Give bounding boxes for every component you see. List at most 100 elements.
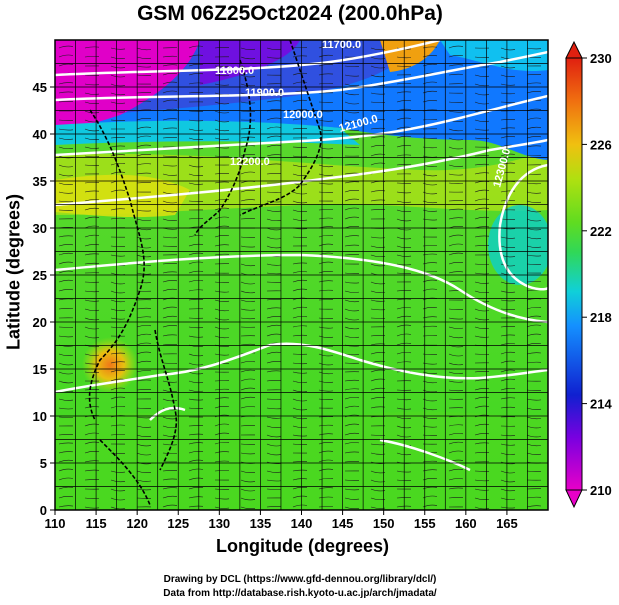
streamline bbox=[84, 414, 100, 418]
streamline bbox=[136, 117, 152, 121]
streamline bbox=[474, 181, 490, 184]
streamline bbox=[110, 254, 126, 257]
streamline bbox=[526, 398, 542, 401]
streamline bbox=[318, 217, 334, 220]
credit-data: Data from http://database.rish.kyoto-u.a… bbox=[163, 588, 437, 599]
streamline bbox=[188, 380, 204, 384]
streamline bbox=[162, 55, 178, 58]
streamline bbox=[214, 244, 230, 247]
streamline bbox=[318, 54, 334, 58]
streamline bbox=[422, 118, 438, 121]
streamline bbox=[58, 496, 74, 499]
cyan-band bbox=[55, 120, 360, 145]
streamline bbox=[162, 306, 178, 310]
streamline bbox=[474, 335, 490, 338]
streamline bbox=[110, 83, 126, 87]
streamline bbox=[188, 235, 204, 238]
contour-line-8 bbox=[149, 406, 186, 421]
streamline bbox=[214, 397, 230, 400]
streamline bbox=[162, 315, 178, 319]
streamline bbox=[422, 182, 438, 186]
streamline bbox=[448, 441, 464, 445]
streamline bbox=[422, 46, 438, 49]
streamline bbox=[58, 270, 74, 274]
streamline bbox=[292, 81, 308, 85]
streamline bbox=[474, 308, 490, 312]
streamline bbox=[136, 100, 152, 103]
streamline bbox=[448, 371, 464, 374]
streamline bbox=[162, 182, 178, 186]
streamline bbox=[448, 226, 464, 229]
contour-label-3: 11900.0 bbox=[245, 87, 284, 99]
streamline bbox=[422, 81, 438, 85]
streamline bbox=[84, 128, 100, 132]
streamline bbox=[58, 434, 74, 436]
streamline bbox=[344, 461, 360, 463]
streamline bbox=[500, 236, 516, 239]
streamline bbox=[318, 173, 334, 176]
streamline bbox=[500, 343, 516, 346]
streamline bbox=[526, 343, 542, 346]
streamline bbox=[422, 486, 438, 490]
streamline bbox=[214, 225, 230, 229]
streamline bbox=[110, 162, 126, 166]
streamline bbox=[292, 271, 308, 274]
contour-label-1: 11700.0 bbox=[322, 39, 361, 51]
streamline bbox=[136, 74, 152, 76]
cyan-patch-east bbox=[488, 205, 548, 285]
contour-line-1 bbox=[55, 40, 441, 77]
streamline bbox=[188, 164, 204, 168]
streamline bbox=[188, 468, 204, 472]
streamline bbox=[500, 397, 516, 400]
streamline bbox=[214, 216, 230, 220]
streamline bbox=[474, 119, 490, 122]
colorbar-ticks: 210 214 218 222 226 230 bbox=[582, 51, 612, 498]
streamline bbox=[162, 325, 178, 328]
streamline bbox=[162, 262, 178, 265]
streamline bbox=[110, 101, 126, 104]
streamline bbox=[422, 245, 438, 247]
coastline-philippines bbox=[154, 329, 178, 471]
streamline bbox=[448, 271, 464, 274]
streamline bbox=[84, 460, 100, 463]
streamline bbox=[526, 182, 542, 185]
colorbar-tick-label: 222 bbox=[590, 224, 612, 239]
streamline bbox=[500, 326, 516, 328]
streamline bbox=[162, 81, 178, 85]
streamline bbox=[422, 90, 438, 94]
streamline bbox=[474, 56, 490, 58]
streamline bbox=[84, 225, 100, 229]
streamline bbox=[318, 261, 334, 265]
streamline bbox=[292, 118, 308, 121]
y-tick-label: 10 bbox=[33, 409, 47, 424]
purple-patch bbox=[200, 40, 300, 85]
streamline bbox=[448, 335, 464, 339]
streamline bbox=[422, 362, 438, 365]
streamline bbox=[266, 173, 282, 175]
streamline bbox=[188, 487, 204, 490]
streamline bbox=[526, 245, 542, 248]
streamline bbox=[84, 146, 100, 149]
streamline bbox=[292, 486, 308, 490]
streamline bbox=[448, 146, 464, 150]
streamline bbox=[110, 370, 126, 373]
streamline bbox=[448, 362, 464, 366]
streamline bbox=[58, 164, 74, 168]
streamline bbox=[136, 452, 152, 456]
streamline bbox=[422, 262, 438, 265]
x-tick-label: 125 bbox=[167, 516, 189, 531]
streamline bbox=[500, 360, 516, 364]
streamline bbox=[84, 317, 100, 321]
streamline bbox=[240, 425, 256, 427]
streamline bbox=[240, 56, 256, 60]
streamline bbox=[58, 505, 74, 508]
streamline bbox=[344, 488, 360, 491]
streamline bbox=[240, 281, 256, 285]
streamline bbox=[136, 351, 152, 355]
streamline bbox=[84, 299, 100, 302]
streamline bbox=[84, 199, 100, 202]
streamline bbox=[500, 92, 516, 95]
streamline bbox=[266, 117, 282, 121]
streamline bbox=[240, 171, 256, 175]
streamline bbox=[266, 154, 282, 157]
